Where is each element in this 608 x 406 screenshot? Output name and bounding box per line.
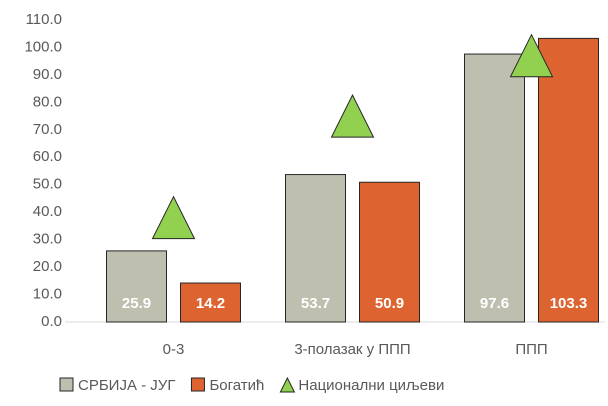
y-tick-label: 100.0 bbox=[24, 38, 62, 55]
value-label: 53.7 bbox=[301, 295, 330, 312]
target-marker bbox=[151, 195, 196, 240]
y-tick-label: 0.0 bbox=[41, 313, 62, 330]
legend-swatch bbox=[59, 377, 74, 392]
y-tick-label: 60.0 bbox=[33, 148, 62, 165]
y-tick-label: 10.0 bbox=[33, 286, 62, 303]
legend-label: СРБИЈА - ЈУГ bbox=[78, 377, 175, 394]
target-marker bbox=[509, 33, 554, 78]
y-tick-label: 90.0 bbox=[33, 66, 62, 83]
legend-swatch bbox=[279, 376, 296, 393]
bar bbox=[106, 250, 167, 323]
y-tick-label: 40.0 bbox=[33, 203, 62, 220]
value-label: 97.6 bbox=[480, 295, 509, 312]
bar bbox=[538, 37, 599, 323]
y-tick-label: 50.0 bbox=[33, 176, 62, 193]
value-label: 103.3 bbox=[550, 295, 588, 312]
target-marker bbox=[330, 93, 375, 138]
y-tick-label: 80.0 bbox=[33, 93, 62, 110]
value-label: 14.2 bbox=[196, 295, 225, 312]
bar bbox=[359, 181, 420, 323]
legend-label: Национални циљеви bbox=[298, 377, 444, 394]
value-label: 25.9 bbox=[122, 295, 151, 312]
y-tick-label: 20.0 bbox=[33, 258, 62, 275]
y-tick-label: 70.0 bbox=[33, 121, 62, 138]
y-tick-label: 110.0 bbox=[26, 11, 62, 28]
bar bbox=[285, 174, 346, 323]
x-tick-label: 3-полазак у ППП bbox=[294, 341, 410, 358]
legend-swatch bbox=[190, 377, 205, 392]
x-tick-label: 0-3 bbox=[163, 341, 185, 358]
x-tick-label: ППП bbox=[515, 341, 547, 358]
legend-label: Богатић bbox=[209, 377, 264, 394]
bar bbox=[180, 282, 241, 323]
value-label: 50.9 bbox=[375, 295, 404, 312]
y-tick-label: 30.0 bbox=[33, 231, 62, 248]
bar bbox=[464, 53, 525, 323]
